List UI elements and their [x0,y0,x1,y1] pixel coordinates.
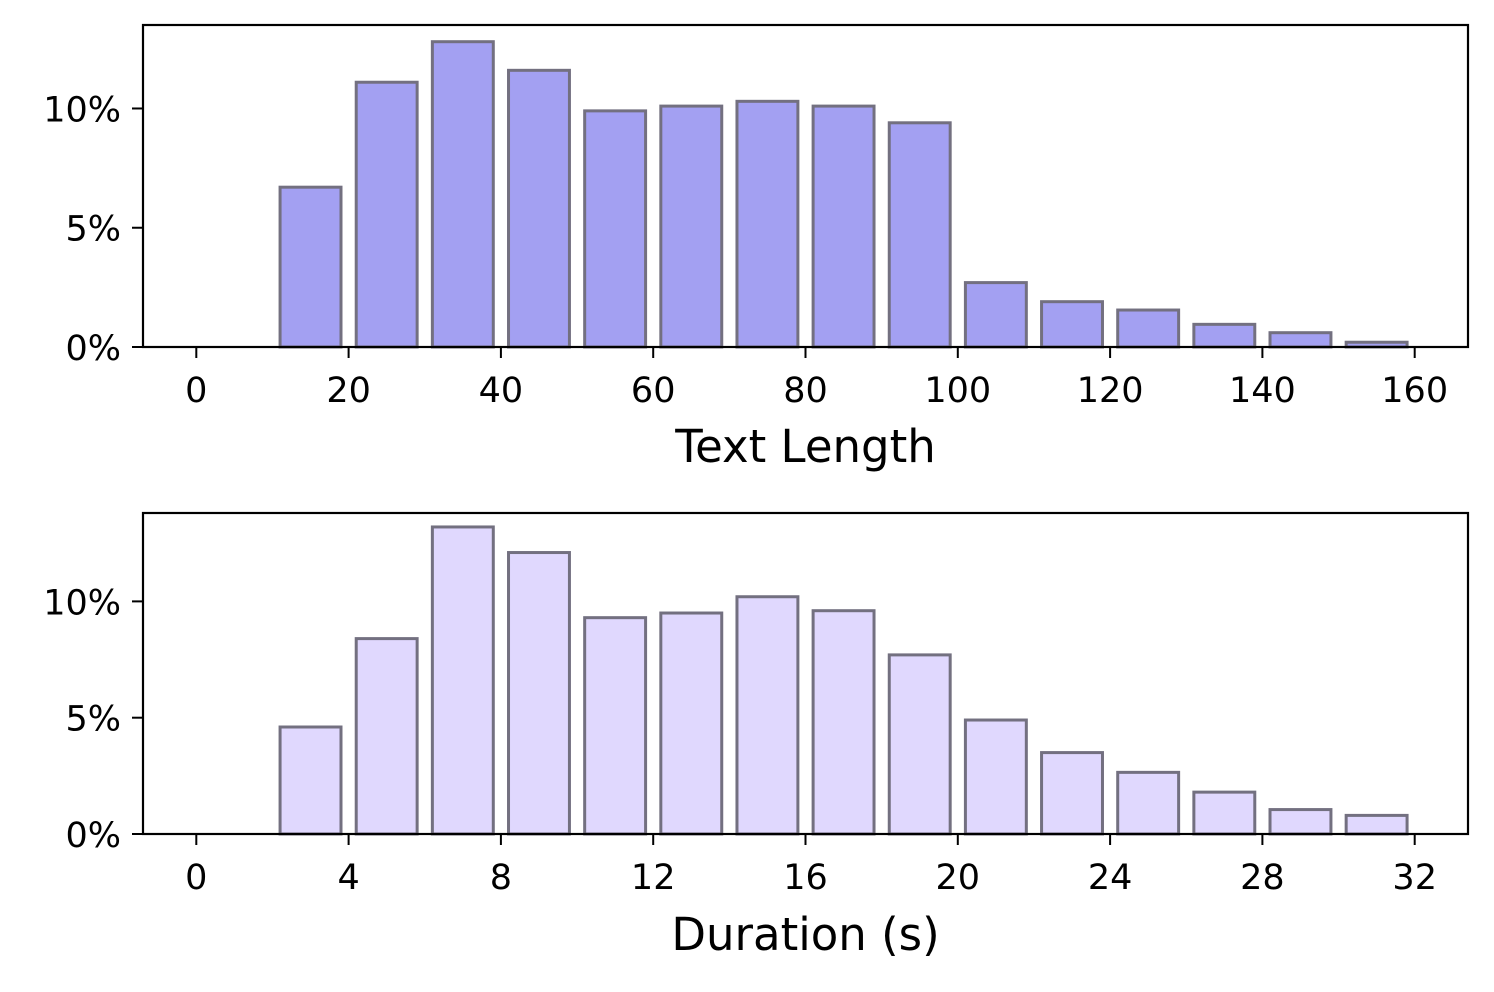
y-tick-label: 0% [65,329,121,369]
x-tick-label: 140 [1229,371,1296,411]
x-tick-label: 40 [479,371,524,411]
x-tick-label: 100 [924,371,991,411]
bar-1-5 [583,109,648,349]
x-tick-label: 32 [1392,858,1437,898]
bar-1-4 [507,68,571,349]
bar-1-8 [811,104,876,349]
bar-2-3 [430,525,495,836]
x-tick-label: 60 [631,371,676,411]
x-tick-label: 160 [1381,371,1448,411]
bar-1-10 [963,281,1028,349]
x-tick-label: 8 [490,858,512,898]
x-tick-label: 12 [631,858,676,898]
bar-1-7 [735,99,800,349]
bar-2-15 [1344,813,1409,836]
x-tick-label: 4 [337,858,359,898]
x-tick-label: 0 [185,371,207,411]
bar-1-3 [430,40,495,349]
bar-2-2 [354,637,419,836]
bar-2-14 [1268,808,1333,836]
bar-2-9 [887,653,952,836]
bar-1-2 [354,80,419,349]
bar-1-1 [278,185,343,349]
bar-1-9 [887,121,952,349]
y-tick-label: 10% [43,583,121,623]
chart-panel-1: 0 20 40 60 80 100 120 140 160 0% 5% 10% Text Length [43,23,1470,473]
bar-1-14 [1268,331,1333,349]
chart-panel-2: 0 4 8 12 16 20 24 28 32 0% 5% 10% Duration (s) [43,511,1470,961]
bar-1-6 [659,104,724,349]
bar-2-7 [735,595,800,836]
bar-2-12 [1116,770,1181,836]
x-tick-label: 80 [783,371,828,411]
bar-2-11 [1040,751,1104,836]
x-tick-label: 28 [1240,858,1285,898]
bar-1-12 [1116,308,1181,349]
x-tick-label: 24 [1088,858,1133,898]
y-tick-label: 10% [43,90,121,130]
bar-1-13 [1192,322,1257,349]
x-tick-label: 120 [1077,371,1144,411]
x-axis-label: Text Length [674,420,936,473]
x-tick-label: 20 [936,858,981,898]
x-tick-label: 0 [185,858,207,898]
x-tick-label: 16 [783,858,828,898]
x-tick-label: 20 [326,371,371,411]
bar-2-10 [963,718,1028,836]
y-tick-label: 5% [65,210,121,250]
bar-2-6 [659,611,724,836]
bar-1-11 [1040,300,1104,349]
bar-2-5 [583,616,648,836]
bar-2-8 [811,609,876,836]
y-tick-label: 5% [65,700,121,740]
bar-2-4 [507,551,571,836]
x-axis-label: Duration (s) [671,908,939,961]
bar-2-1 [278,725,343,836]
y-tick-label: 0% [65,816,121,856]
bar-2-13 [1192,790,1257,836]
